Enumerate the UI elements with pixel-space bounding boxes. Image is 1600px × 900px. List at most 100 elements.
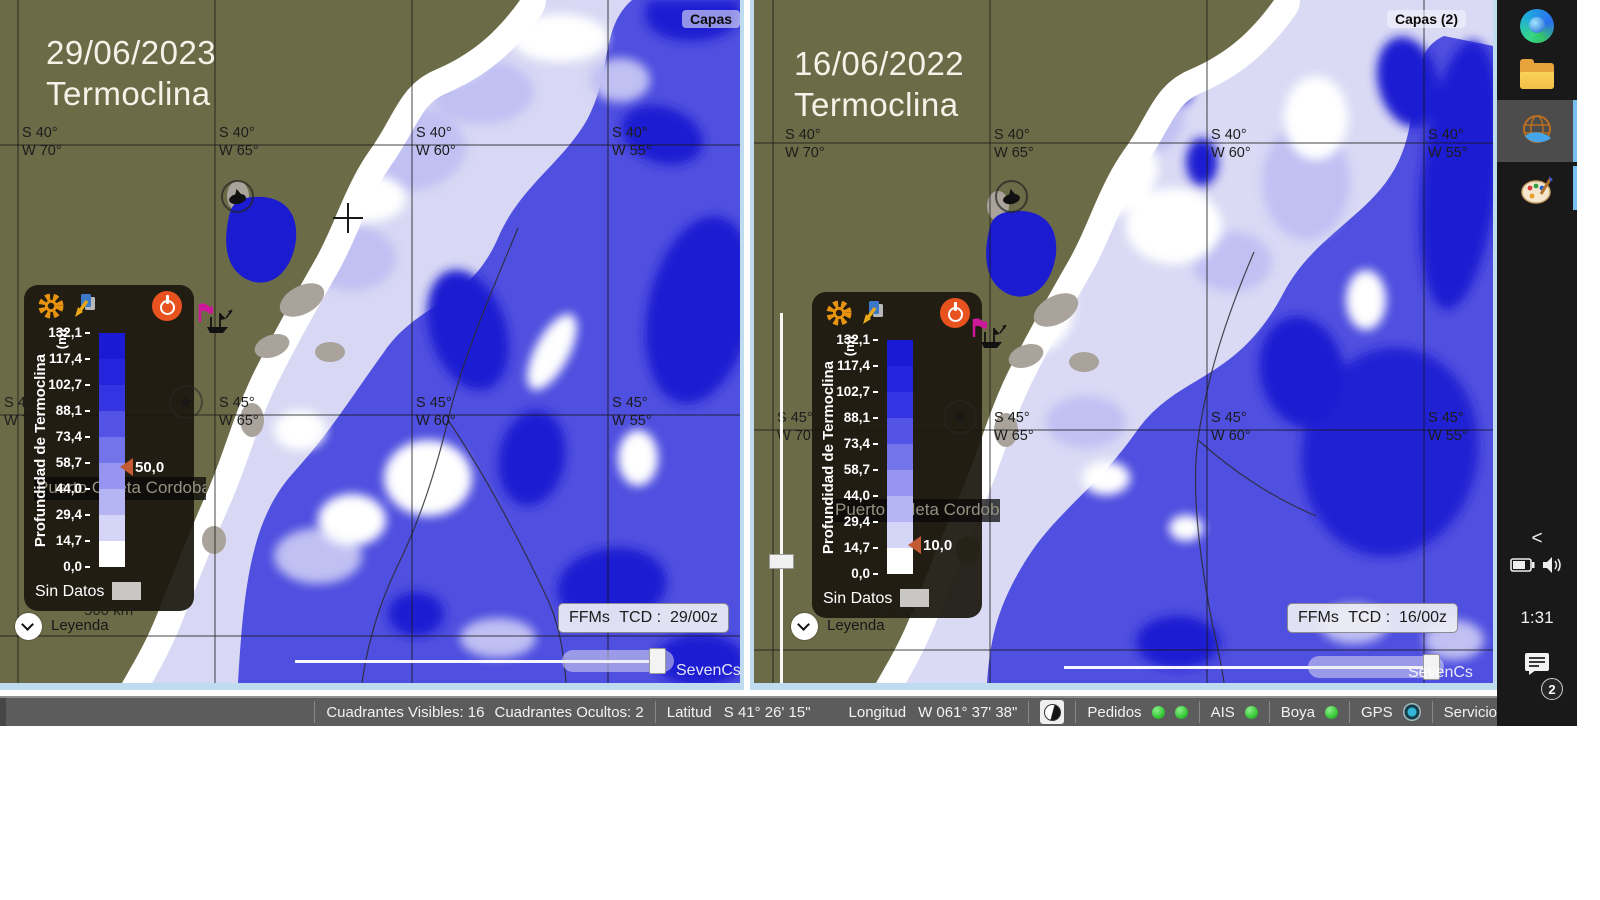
- time-slider-track[interactable]: [1064, 666, 1430, 669]
- grid-label: S 40° W 65°: [219, 125, 259, 159]
- legend-tick: 44,0: [812, 487, 878, 505]
- grid-label: S 40° W 70°: [22, 125, 62, 159]
- picker-tool-icon[interactable]: [860, 299, 886, 325]
- tcd-value: TCD : 16/00z: [1348, 609, 1447, 626]
- longitude-value: W 061° 37' 38": [918, 703, 1018, 721]
- ffms-tcd-button[interactable]: FFMs TCD : 29/00z: [558, 603, 729, 633]
- ffms-label: FFMs: [569, 609, 610, 626]
- legend-tick: 0,0: [24, 558, 90, 576]
- power-button[interactable]: [152, 291, 182, 321]
- grid-label: S 40° W 70°: [785, 127, 825, 161]
- settings-gear-icon[interactable]: [824, 298, 854, 328]
- legend-tick: 88,1: [24, 402, 90, 420]
- taskbar-clock[interactable]: 1:31: [1520, 608, 1554, 627]
- file-explorer-icon: [1520, 59, 1554, 89]
- grid-label: S 40° W 60°: [416, 125, 456, 159]
- ais-label: AIS: [1210, 703, 1235, 721]
- time-slider-range[interactable]: [1308, 656, 1444, 678]
- gps-status-icon: [1402, 703, 1421, 721]
- grid-label: S 45° W 65°: [219, 395, 259, 429]
- grid-label: S 45° W 55°: [612, 395, 652, 429]
- capas-button[interactable]: Capas (2): [1386, 10, 1466, 28]
- capas-button[interactable]: Capas: [682, 10, 740, 28]
- taskbar-item-map-app[interactable]: [1497, 100, 1577, 162]
- legend-panel: Profundidad de Termoclina (m) 132,1 117,…: [24, 285, 194, 611]
- legend-tick: 58,7: [812, 461, 878, 479]
- panel-layer: Termoclina: [794, 86, 959, 123]
- star-marker-icon[interactable]: ★: [943, 400, 977, 434]
- map-window-right: 16/06/2022 Termoclina Capas (2) S 40° W 7…: [750, 0, 1497, 690]
- volume-icon[interactable]: [1542, 556, 1564, 574]
- legend-tick: 0,0: [812, 565, 878, 583]
- taskbar-item-edge[interactable]: [1497, 0, 1577, 52]
- battery-icon[interactable]: [1510, 556, 1536, 574]
- panel-date: 29/06/2023: [46, 34, 217, 71]
- tray-expand-chevron[interactable]: <: [1531, 528, 1543, 549]
- grid-label: S 40° W 55°: [612, 125, 652, 159]
- legend-colorbar: [99, 333, 125, 567]
- contrast-icon: [1043, 703, 1061, 721]
- taskbar-item-explorer[interactable]: [1497, 52, 1577, 100]
- marker-arrow-icon: [120, 458, 133, 476]
- notification-center-button[interactable]: 2: [1497, 650, 1577, 700]
- chevron-down-icon: [21, 618, 34, 631]
- vessel-icon[interactable]: [195, 300, 235, 336]
- legend-value-marker: 10,0: [908, 536, 952, 554]
- ffms-tcd-button[interactable]: FFMs TCD : 16/00z: [1287, 603, 1458, 633]
- edge-browser-icon: [1520, 9, 1554, 43]
- boya-label: Boya: [1280, 703, 1315, 721]
- zoom-slider-track[interactable]: [780, 313, 783, 683]
- time-slider-handle[interactable]: [649, 648, 666, 674]
- grid-label: S 40° W 55°: [1428, 127, 1468, 161]
- chevron-down-icon: [797, 618, 810, 631]
- wildlife-marker-icon[interactable]: [995, 180, 1028, 213]
- legend-tick: 102,7: [812, 383, 878, 401]
- servicio-label: Servicio: [1443, 703, 1497, 721]
- time-slider-handle[interactable]: [1423, 654, 1440, 680]
- contrast-toggle-button[interactable]: [1040, 700, 1065, 724]
- legend-collapse-button[interactable]: [791, 613, 818, 640]
- quadrants-hidden: Cuadrantes Ocultos: 2: [494, 703, 644, 721]
- no-data-label: Sin Datos: [35, 583, 105, 600]
- statusbar-stub: [0, 698, 7, 726]
- globe-app-icon: [1523, 115, 1551, 143]
- taskbar-item-paint[interactable]: [1497, 162, 1577, 218]
- legend-tick: 14,7: [812, 539, 878, 557]
- time-slider-track[interactable]: [295, 660, 655, 663]
- power-button[interactable]: [940, 298, 970, 328]
- grid-label: S 45° W 60°: [416, 395, 456, 429]
- star-marker-icon[interactable]: ★: [169, 385, 203, 419]
- marker-arrow-icon: [908, 536, 921, 554]
- quadrants-visible: Cuadrantes Visibles: 16: [326, 703, 485, 721]
- map-window-left: 29/06/2023 Termoclina Capas S 40° W 70° S…: [0, 0, 744, 690]
- longitude-label: Longitud: [848, 703, 907, 721]
- map-scale: 500 km: [866, 602, 916, 619]
- vessel-icon[interactable]: [969, 315, 1009, 351]
- grid-label: S 40° W 65°: [994, 127, 1034, 161]
- gps-label: GPS: [1360, 703, 1393, 721]
- boya-status-led: [1324, 705, 1338, 719]
- grid-label: S 45° W 60°: [1211, 410, 1251, 444]
- legend-collapse-button[interactable]: [15, 613, 42, 640]
- leyenda-label: Leyenda: [827, 617, 885, 634]
- legend-panel: Profundidad de Termoclina (m) 132,1 117,…: [812, 292, 982, 618]
- time-slider-range[interactable]: [562, 650, 674, 672]
- grid-label: S 45° W 70°: [777, 410, 817, 444]
- zoom-slider-handle[interactable]: [769, 554, 794, 569]
- legend-tick: 73,4: [24, 428, 90, 446]
- legend-tick: 44,0: [24, 480, 90, 498]
- no-data-label: Sin Datos: [823, 590, 893, 607]
- notification-badge: 2: [1541, 678, 1563, 700]
- active-window-stripe: [1573, 100, 1577, 162]
- picker-tool-icon[interactable]: [72, 292, 98, 318]
- legend-tick: 117,4: [812, 357, 878, 375]
- legend-tick: 102,7: [24, 376, 90, 394]
- legend-tick: 88,1: [812, 409, 878, 427]
- legend-tick: 29,4: [24, 506, 90, 524]
- pedidos-status-led: [1151, 705, 1165, 719]
- watermark: SevenCs: [1408, 664, 1473, 681]
- status-bar: Cuadrantes Visibles: 16 Cuadrantes Ocult…: [0, 696, 1497, 726]
- settings-gear-icon[interactable]: [36, 291, 66, 321]
- wildlife-marker-icon[interactable]: [221, 180, 254, 213]
